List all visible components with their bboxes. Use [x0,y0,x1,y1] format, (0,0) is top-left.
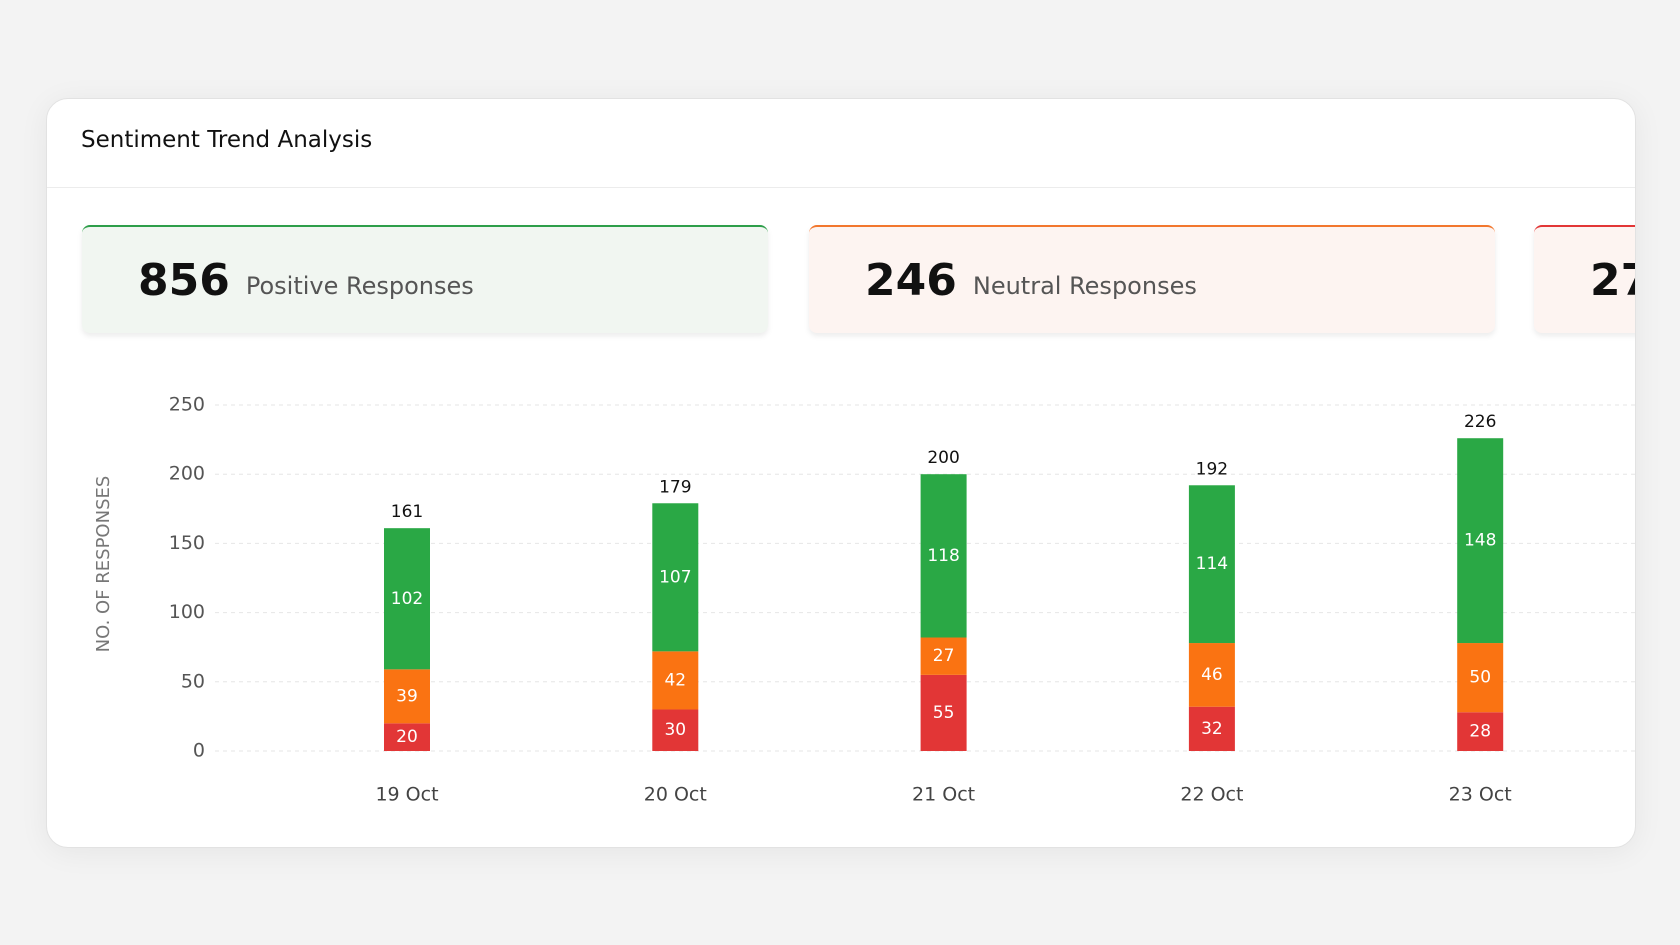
segment-label: 30 [664,720,686,740]
chart: NO. OF RESPONSES 0 50 100 150 200 250 19 Oct 20… [93,394,1635,806]
bar-segment [1457,643,1504,713]
y-tick-label: 200 [169,463,205,485]
bar-segment [1188,706,1235,751]
segment-label: 114 [1196,554,1228,574]
segment-label: 50 [1469,668,1491,688]
divider [47,187,1635,188]
y-tick-label: 150 [169,532,205,554]
total-label: 161 [391,502,423,522]
total-label: 179 [659,477,691,497]
bar-segment [1188,643,1235,707]
x-tick-label: 21 Oct [912,784,975,806]
segment-label: 148 [1464,531,1496,551]
x-tick-label: 23 Oct [1449,784,1512,806]
segment-label: 20 [396,727,418,747]
bar-segment [384,723,430,751]
segment-label: 42 [664,670,686,690]
bar-segment [920,674,967,751]
bar-segment [1457,712,1504,751]
kpi-value: 856 [138,254,230,306]
total-label: 192 [1196,459,1228,479]
y-tick-label: 250 [169,394,205,416]
y-tick-label: 100 [169,601,205,623]
y-axis-title: NO. OF RESPONSES [93,476,114,653]
segment-label: 118 [927,546,959,566]
kpi-card: 246 Neutral Responses [809,225,1495,333]
y-tick-label: 0 [193,740,205,762]
bar-segment [384,669,430,724]
x-tick-label: 19 Oct [375,784,438,806]
card: Sentiment Trend Analysis 856 Positive Re… [46,98,1636,848]
bar-segment [1457,438,1504,644]
segment-label: 46 [1201,665,1223,685]
segment-label: 107 [659,567,691,587]
kpi-value: 27 [1590,254,1635,306]
bar-segment [920,637,967,675]
kpi-label: Neutral Responses [972,272,1197,300]
kpi-value: 246 [865,254,957,306]
segment-label: 55 [933,703,955,723]
segment-label: 28 [1469,722,1491,742]
bar-segment [652,651,699,710]
segment-label: 32 [1201,719,1223,739]
card-title: Sentiment Trend Analysis [81,127,373,153]
kpi-card: 856 Positive Responses [82,225,768,333]
bar-segment [384,528,430,670]
segment-label: 39 [396,686,418,706]
x-tick-label: 20 Oct [644,784,707,806]
segment-label: 102 [391,589,423,609]
y-tick-label: 50 [181,670,205,692]
bar-segment [652,503,699,652]
total-label: 226 [1464,412,1496,432]
bar-segment [652,709,699,751]
kpi-card: 27 [1534,225,1635,333]
bar-segment [1188,485,1235,644]
segment-label: 27 [933,646,955,666]
kpi-label: Positive Responses [245,272,474,300]
x-tick-label: 22 Oct [1180,784,1243,806]
bar-segment [920,474,967,638]
total-label: 200 [927,448,959,468]
